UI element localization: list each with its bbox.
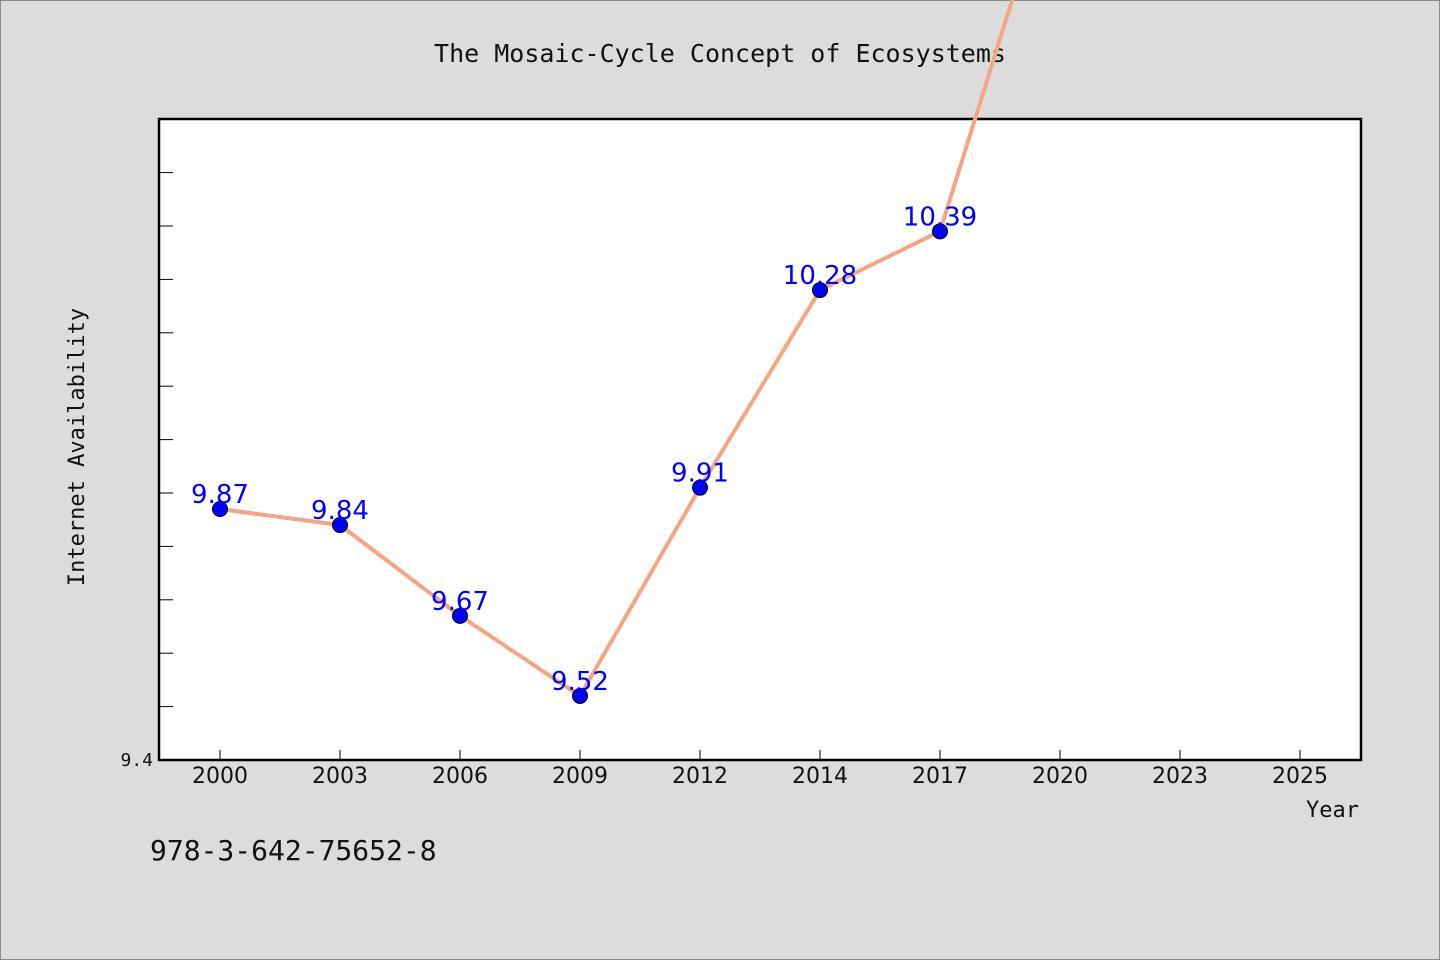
x-axis-label: Year — [1306, 798, 1359, 823]
data-label: 10.39 — [903, 202, 977, 232]
data-point — [212, 501, 228, 518]
data-label: 9.87 — [191, 480, 249, 510]
x-tick-label: 2020 — [1032, 764, 1088, 789]
isbn-text: 978-3-642-75652-8 — [150, 834, 437, 867]
plot-area — [157, 117, 1363, 762]
data-label: 9.84 — [311, 496, 369, 526]
data-labels-group: 9.879.849.679.529.9110.2810.3911.1111.42… — [191, 202, 977, 697]
x-tick-label: 2014 — [792, 764, 848, 789]
x-tick-label: 2023 — [1152, 764, 1208, 789]
data-point — [812, 282, 828, 299]
data-label: 9.67 — [431, 587, 489, 617]
y-axis-label: Internet Availability — [65, 308, 90, 586]
x-tick-label: 2017 — [912, 764, 968, 789]
data-point — [932, 223, 948, 240]
x-tick-label: 2003 — [312, 764, 368, 789]
data-point — [572, 687, 588, 704]
x-tick-label: 2006 — [432, 764, 488, 789]
data-points-group — [212, 223, 948, 704]
y-axis-ticks: 9.4 — [120, 172, 173, 771]
series-line — [219, 0, 1015, 698]
x-tick-label: 2012 — [672, 764, 728, 789]
series-line-group — [219, 0, 1015, 698]
data-point — [332, 517, 348, 534]
x-tick-label: 2009 — [552, 764, 608, 789]
y-tick-label: 9.4 — [120, 750, 153, 771]
data-point — [692, 479, 708, 496]
data-label: 9.91 — [671, 459, 729, 489]
x-tick-label: 2000 — [192, 764, 248, 789]
data-point — [452, 607, 468, 624]
data-label: 10.28 — [783, 261, 857, 291]
chart-title: The Mosaic-Cycle Concept of Ecosystems — [434, 39, 1006, 68]
x-tick-label: 2025 — [1272, 764, 1328, 789]
data-label: 9.52 — [551, 667, 609, 697]
x-axis-ticks: 2000 2003 2006 2009 2012 2014 2017 2020 2023 2025 — [192, 750, 1328, 789]
